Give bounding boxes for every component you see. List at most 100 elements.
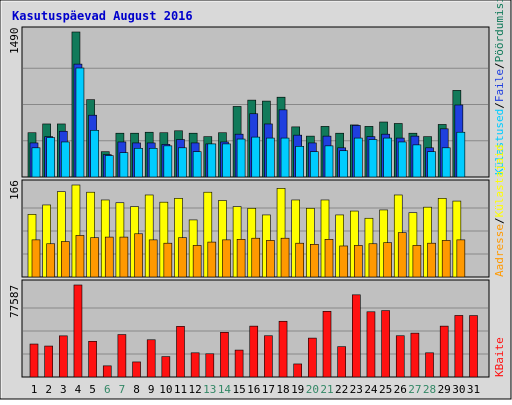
pages-bar — [46, 137, 55, 178]
x-tick-label: 24 — [364, 383, 378, 396]
pages-bar — [207, 143, 217, 178]
pages-bar — [456, 131, 466, 178]
pages-bar — [339, 150, 348, 178]
kbytes-bar — [381, 310, 390, 378]
kbytes-bar — [102, 365, 112, 378]
pages-bar — [163, 145, 173, 178]
x-tick-label: 31 — [467, 383, 480, 396]
sites-bar — [251, 237, 261, 278]
x-tick-label: 27 — [408, 383, 421, 396]
pages-bar — [192, 151, 202, 178]
sites-bar — [46, 243, 55, 278]
x-tick-label: 26 — [394, 383, 407, 396]
x-tick-label: 15 — [232, 383, 245, 396]
chart-title: Kasutuspäevad August 2016 — [12, 9, 193, 23]
pages-bar — [427, 151, 436, 178]
x-tick-label: 14 — [218, 383, 232, 396]
pages-bar — [119, 152, 129, 178]
kbytes-bar — [308, 337, 317, 378]
kbytes-bar — [410, 332, 420, 378]
x-tick-label: 22 — [335, 383, 348, 396]
legend-sep-1: / — [493, 102, 506, 109]
legend-sites: Aadresse/Külastajaid — [493, 145, 506, 277]
pages-bar — [266, 137, 275, 178]
kbytes-bar — [73, 284, 83, 378]
pages-bar — [60, 141, 70, 178]
sites-bar — [427, 242, 436, 278]
sites-bar — [441, 240, 451, 278]
legend-visitors-entry: Külastajaid — [493, 145, 506, 218]
pages-bar — [148, 147, 158, 178]
kbytes-bar — [425, 352, 434, 378]
ymax-label-kbytes: 77587 — [8, 285, 21, 318]
kbytes-bar — [337, 346, 346, 378]
sites-bar — [324, 239, 334, 278]
kbytes-bar — [351, 294, 361, 378]
legend-hits: Külastused/Faile/Pöördumisi — [493, 0, 506, 175]
kbytes-bar — [29, 343, 39, 378]
sites-bar — [456, 239, 466, 278]
pages-bar — [134, 147, 143, 178]
x-tick-label: 4 — [75, 383, 82, 396]
sites-bar — [104, 236, 114, 278]
pages-bar — [353, 137, 363, 178]
pages-bar — [236, 138, 246, 178]
legend-sep-2: / — [493, 62, 506, 69]
x-tick-label: 6 — [104, 383, 111, 396]
sites-bar — [31, 239, 41, 278]
kbytes-bar — [234, 349, 244, 378]
legend-kbytes: KBaite — [493, 337, 506, 377]
kbytes-bar — [190, 352, 200, 378]
x-tick-label: 1 — [31, 383, 38, 396]
pages-bar — [324, 145, 334, 178]
kbytes-bar — [264, 335, 273, 378]
sites-bar — [75, 235, 85, 278]
x-tick-label: 10 — [159, 383, 172, 396]
sites-bar — [353, 245, 363, 278]
sites-bar — [280, 237, 290, 278]
x-tick-label: 18 — [276, 383, 289, 396]
sites-bar — [236, 239, 246, 278]
x-tick-label: 11 — [174, 383, 187, 396]
sites-bar — [192, 245, 202, 278]
pages-bar — [251, 136, 261, 178]
x-tick-label: 21 — [320, 383, 333, 396]
sites-bar — [295, 242, 305, 278]
sites-bar — [397, 232, 407, 278]
kbytes-bar — [454, 315, 464, 378]
sites-bar — [178, 237, 187, 278]
x-tick-label: 13 — [203, 383, 216, 396]
pages-bar — [383, 137, 392, 178]
x-tick-label: 23 — [350, 383, 363, 396]
legend-visits-entry: Külastused — [493, 109, 506, 175]
kbytes-bar — [132, 361, 141, 378]
sites-bar — [134, 233, 143, 278]
sites-bar — [222, 239, 231, 278]
sites-bar — [60, 241, 70, 278]
pages-bar — [178, 147, 187, 178]
kbytes-bar — [44, 345, 53, 378]
pages-bar — [412, 144, 422, 178]
kbytes-bar — [366, 311, 376, 378]
pages-bar — [280, 137, 290, 178]
kbytes-bar — [220, 331, 229, 378]
pages-bar — [31, 147, 41, 178]
x-tick-label: 3 — [60, 383, 67, 396]
legend-sites-entry: Aadresse — [493, 224, 506, 277]
ymax-label-visits: 166 — [8, 180, 21, 200]
kbytes-bar — [249, 325, 259, 378]
x-tick-label: 9 — [148, 383, 155, 396]
sites-bar — [368, 243, 378, 278]
kbytes-bar — [146, 339, 156, 378]
kbytes-bar — [117, 334, 127, 378]
sites-bar — [163, 242, 173, 278]
legend-sep-3: / — [493, 217, 506, 224]
sites-bar — [90, 237, 99, 278]
kbytes-bar — [439, 325, 449, 378]
x-tick-label: 19 — [291, 383, 304, 396]
x-tick-label: 16 — [247, 383, 260, 396]
kbytes-bar — [293, 363, 303, 378]
x-tick-label: 7 — [119, 383, 126, 396]
ymax-label-hits: 1490 — [8, 28, 21, 55]
